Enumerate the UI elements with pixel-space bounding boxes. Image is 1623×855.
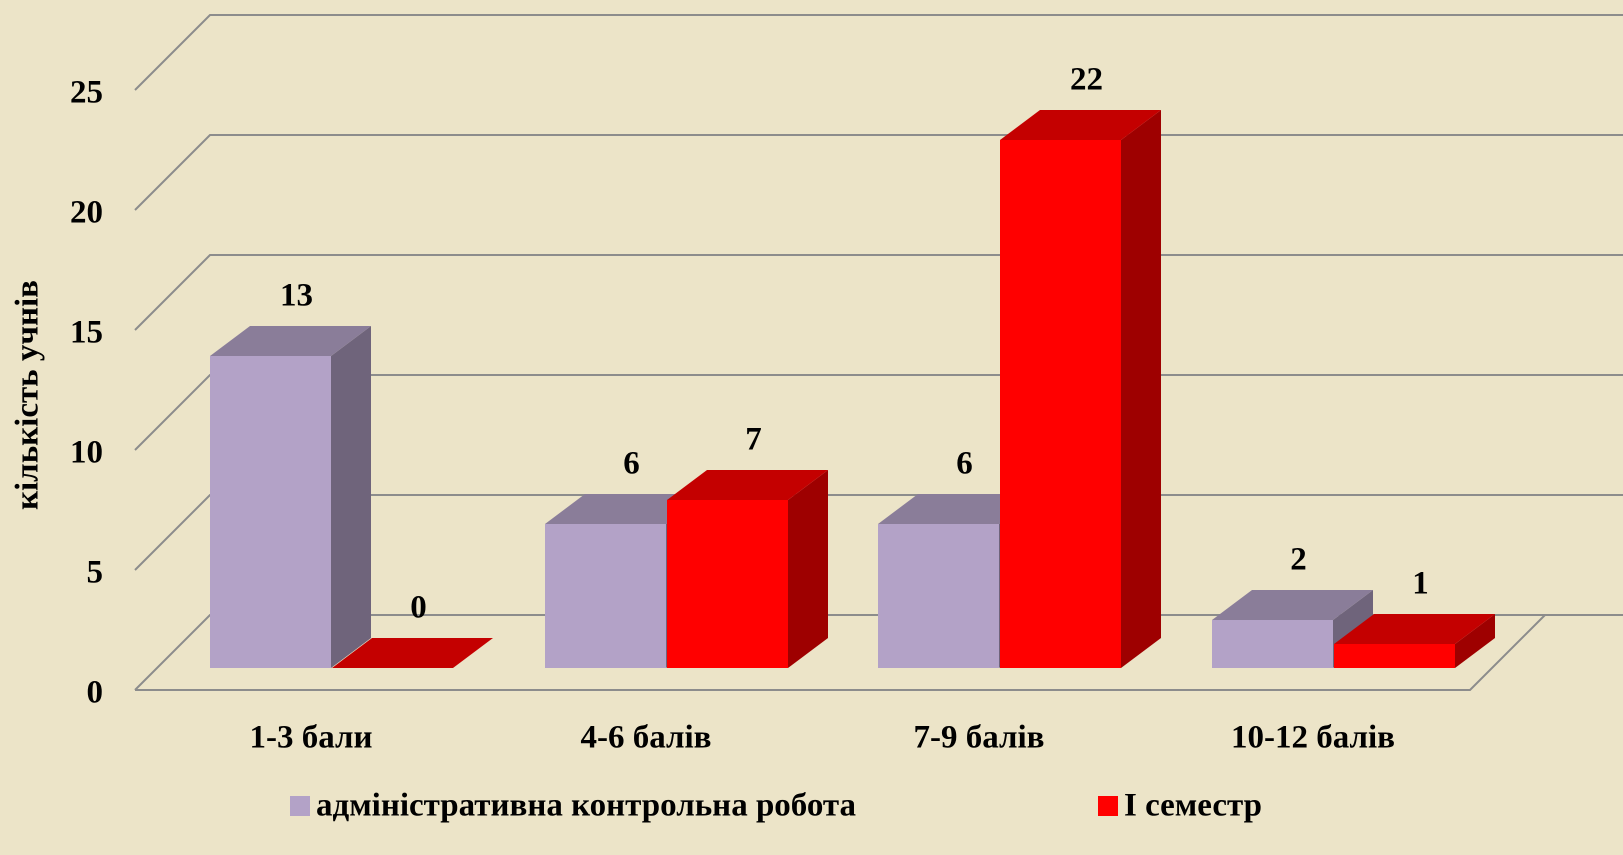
bar <box>1212 620 1333 668</box>
x-tick-label: 4-6 балів <box>580 720 711 756</box>
data-label: 2 <box>1290 542 1307 578</box>
y-tick-label: 0 <box>87 675 104 711</box>
data-label: 6 <box>956 446 973 482</box>
bar-side <box>1121 110 1161 668</box>
data-label: 6 <box>623 446 640 482</box>
legend-swatch <box>290 796 310 816</box>
y-axis-label: кількість учнів <box>10 280 46 510</box>
chart: кількість учнів 0 5 10 15 20 25 1-3 бали 13 0 4-6… <box>0 0 1623 855</box>
data-label: 1 <box>1412 566 1429 602</box>
y-tick-label: 20 <box>70 195 103 231</box>
y-tick-label: 5 <box>87 555 104 591</box>
bar <box>545 524 666 668</box>
y-tick-label: 25 <box>70 75 103 111</box>
legend-swatch <box>1098 796 1118 816</box>
bar <box>878 524 999 668</box>
y-tick-label: 15 <box>70 315 103 351</box>
x-tick-label: 1-3 бали <box>249 720 372 756</box>
data-label: 22 <box>1070 62 1103 98</box>
data-label: 7 <box>745 422 762 458</box>
x-tick-label: 10-12 балів <box>1231 720 1395 756</box>
legend-label: адміністративна контрольна робота <box>316 788 856 824</box>
y-tick-label: 10 <box>70 435 103 471</box>
x-tick-label: 7-9 балів <box>913 720 1044 756</box>
data-label: 0 <box>410 590 427 626</box>
bar <box>210 356 331 668</box>
legend-label: І семестр <box>1124 788 1262 824</box>
bar <box>667 500 788 668</box>
data-label: 13 <box>280 278 313 314</box>
bar <box>1334 644 1455 668</box>
bar-side <box>331 326 371 668</box>
bar <box>1000 140 1121 668</box>
bar-side <box>788 470 828 668</box>
